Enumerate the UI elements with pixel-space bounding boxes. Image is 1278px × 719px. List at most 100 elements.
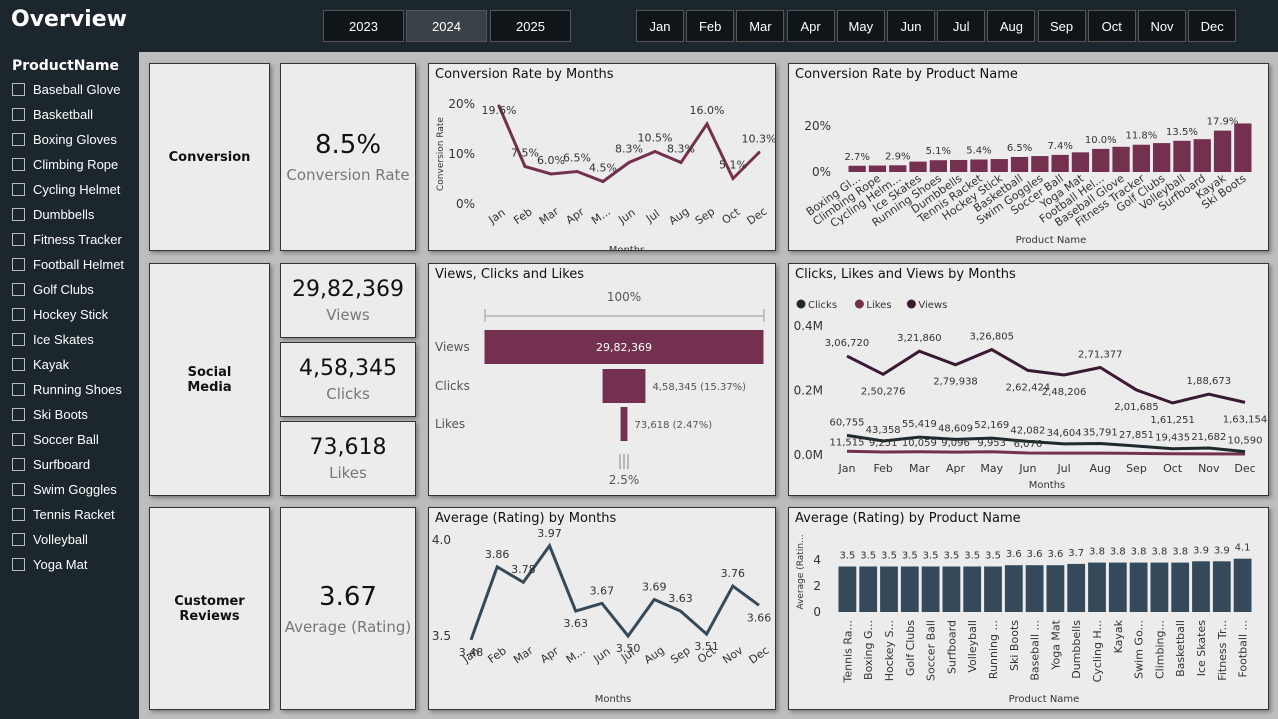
filter-item[interactable]: Boxing Gloves — [12, 129, 117, 149]
bar — [1129, 562, 1148, 612]
bar — [1031, 156, 1049, 172]
checkbox-icon[interactable] — [12, 557, 25, 571]
filter-item[interactable]: Kayak — [12, 354, 69, 374]
checkbox-icon[interactable] — [12, 82, 25, 96]
filter-item[interactable]: Surfboard — [12, 454, 90, 474]
month-button-may[interactable]: May — [836, 10, 885, 42]
chart-title: Average (Rating) by Months — [435, 511, 617, 526]
checkbox-icon[interactable] — [12, 107, 25, 121]
checkbox-icon[interactable] — [12, 207, 25, 221]
data-point — [601, 180, 605, 183]
month-button-nov[interactable]: Nov — [1138, 10, 1186, 42]
x-tick-label: Feb — [511, 205, 534, 227]
filter-item[interactable]: Running Shoes — [12, 379, 122, 399]
data-label: 3.67 — [590, 584, 615, 597]
checkbox-icon[interactable] — [12, 282, 25, 296]
data-point — [731, 177, 735, 180]
kpi-label: Conversion Rate — [286, 166, 410, 184]
filter-item[interactable]: Football Helmet — [12, 254, 124, 274]
checkbox-icon[interactable] — [12, 457, 25, 471]
x-axis-title: Months — [609, 245, 646, 251]
data-label-views: 2,79,938 — [933, 377, 978, 388]
data-label-clicks: 10,590 — [1228, 436, 1263, 447]
bar — [929, 160, 947, 172]
checkbox-icon[interactable] — [12, 432, 25, 446]
month-button-mar[interactable]: Mar — [736, 10, 785, 42]
checkbox-icon[interactable] — [12, 132, 25, 146]
y-tick-label: 20% — [804, 119, 831, 133]
checkbox-icon[interactable] — [12, 482, 25, 496]
x-tick-label: Climbing... — [1153, 620, 1166, 679]
chart-title: Views, Clicks and Likes — [435, 267, 585, 282]
filter-item[interactable]: Baseball Glove — [12, 79, 120, 99]
bar — [1067, 563, 1086, 612]
data-label-clicks: 55,419 — [902, 419, 937, 430]
filter-item[interactable]: Golf Clubs — [12, 279, 94, 299]
checkbox-icon[interactable] — [12, 257, 25, 271]
data-label-likes: 9,953 — [977, 438, 1006, 449]
kpi-value: 8.5% — [314, 130, 382, 160]
data-label-views: 3,06,720 — [825, 338, 870, 349]
checkbox-icon[interactable] — [12, 382, 25, 396]
legend-label: Views — [918, 300, 947, 311]
month-button-oct[interactable]: Oct — [1087, 10, 1136, 42]
filter-item[interactable]: Yoga Mat — [12, 554, 87, 574]
data-label-clicks: 43,358 — [866, 425, 901, 436]
month-button-apr[interactable]: Apr — [786, 10, 835, 42]
month-button-jul[interactable]: Jul — [937, 10, 986, 42]
filter-item[interactable]: Climbing Rope — [12, 154, 118, 174]
bar — [963, 566, 982, 612]
x-tick-label: M... — [589, 205, 613, 227]
x-tick-label: Ski Boots — [1008, 620, 1021, 671]
filter-item[interactable]: Dumbbells — [12, 204, 94, 224]
x-tick-label: May — [980, 462, 1003, 475]
month-button-jan[interactable]: Jan — [636, 10, 684, 42]
year-button-2024[interactable]: 2024 — [406, 10, 487, 42]
filter-item[interactable]: Basketball — [12, 104, 93, 124]
checkbox-icon[interactable] — [12, 307, 25, 321]
section-social-media: Social Media — [149, 263, 270, 496]
checkbox-icon[interactable] — [12, 332, 25, 346]
filter-item[interactable]: Fitness Tracker — [12, 229, 122, 249]
x-axis-title: Product Name — [1016, 235, 1087, 246]
chart-title: Conversion Rate by Months — [435, 67, 614, 82]
filter-item[interactable]: Soccer Ball — [12, 429, 99, 449]
filter-item-label: Kayak — [33, 356, 70, 372]
checkbox-icon[interactable] — [12, 357, 25, 371]
data-label-views: 2,62,424 — [1006, 382, 1051, 393]
bar — [1153, 143, 1171, 172]
month-button-aug[interactable]: Aug — [987, 10, 1036, 42]
bar — [1213, 130, 1232, 172]
bar — [1192, 561, 1210, 612]
x-tick-label: Hockey S... — [883, 620, 896, 681]
bar — [848, 165, 866, 172]
filter-item[interactable]: Ice Skates — [12, 329, 94, 349]
filter-item[interactable]: Volleyball — [12, 529, 88, 549]
data-label-views: 1,61,251 — [1150, 415, 1195, 426]
checkbox-icon[interactable] — [12, 407, 25, 421]
filter-item[interactable]: Tennis Racket — [12, 504, 115, 524]
x-tick-label: Apr — [946, 462, 966, 475]
filter-item[interactable]: Ski Boots — [12, 404, 88, 424]
x-tick-label: Ice Skates — [1195, 620, 1208, 677]
checkbox-icon[interactable] — [12, 157, 25, 171]
checkbox-icon[interactable] — [12, 232, 25, 246]
data-label: 3.76 — [721, 567, 746, 580]
filter-item[interactable]: Swim Goggles — [12, 479, 117, 499]
data-label: 5.1% — [719, 159, 747, 172]
month-button-dec[interactable]: Dec — [1188, 10, 1237, 42]
year-button-2023[interactable]: 2023 — [323, 10, 404, 42]
filter-item[interactable]: Cycling Helmet — [12, 179, 120, 199]
data-label: 2.9% — [885, 151, 910, 162]
checkbox-icon[interactable] — [12, 532, 25, 546]
month-button-sep[interactable]: Sep — [1037, 10, 1086, 42]
checkbox-icon[interactable] — [12, 182, 25, 196]
data-label-views: 2,01,685 — [1114, 402, 1159, 413]
year-button-2025[interactable]: 2025 — [490, 10, 571, 42]
section-label-line1: Customer — [174, 593, 245, 609]
filter-item[interactable]: Hockey Stick — [12, 304, 108, 324]
month-button-feb[interactable]: Feb — [686, 10, 735, 42]
checkbox-icon[interactable] — [12, 507, 25, 521]
month-button-jun[interactable]: Jun — [887, 10, 935, 42]
chart-title: Average (Rating) by Product Name — [795, 511, 1021, 526]
